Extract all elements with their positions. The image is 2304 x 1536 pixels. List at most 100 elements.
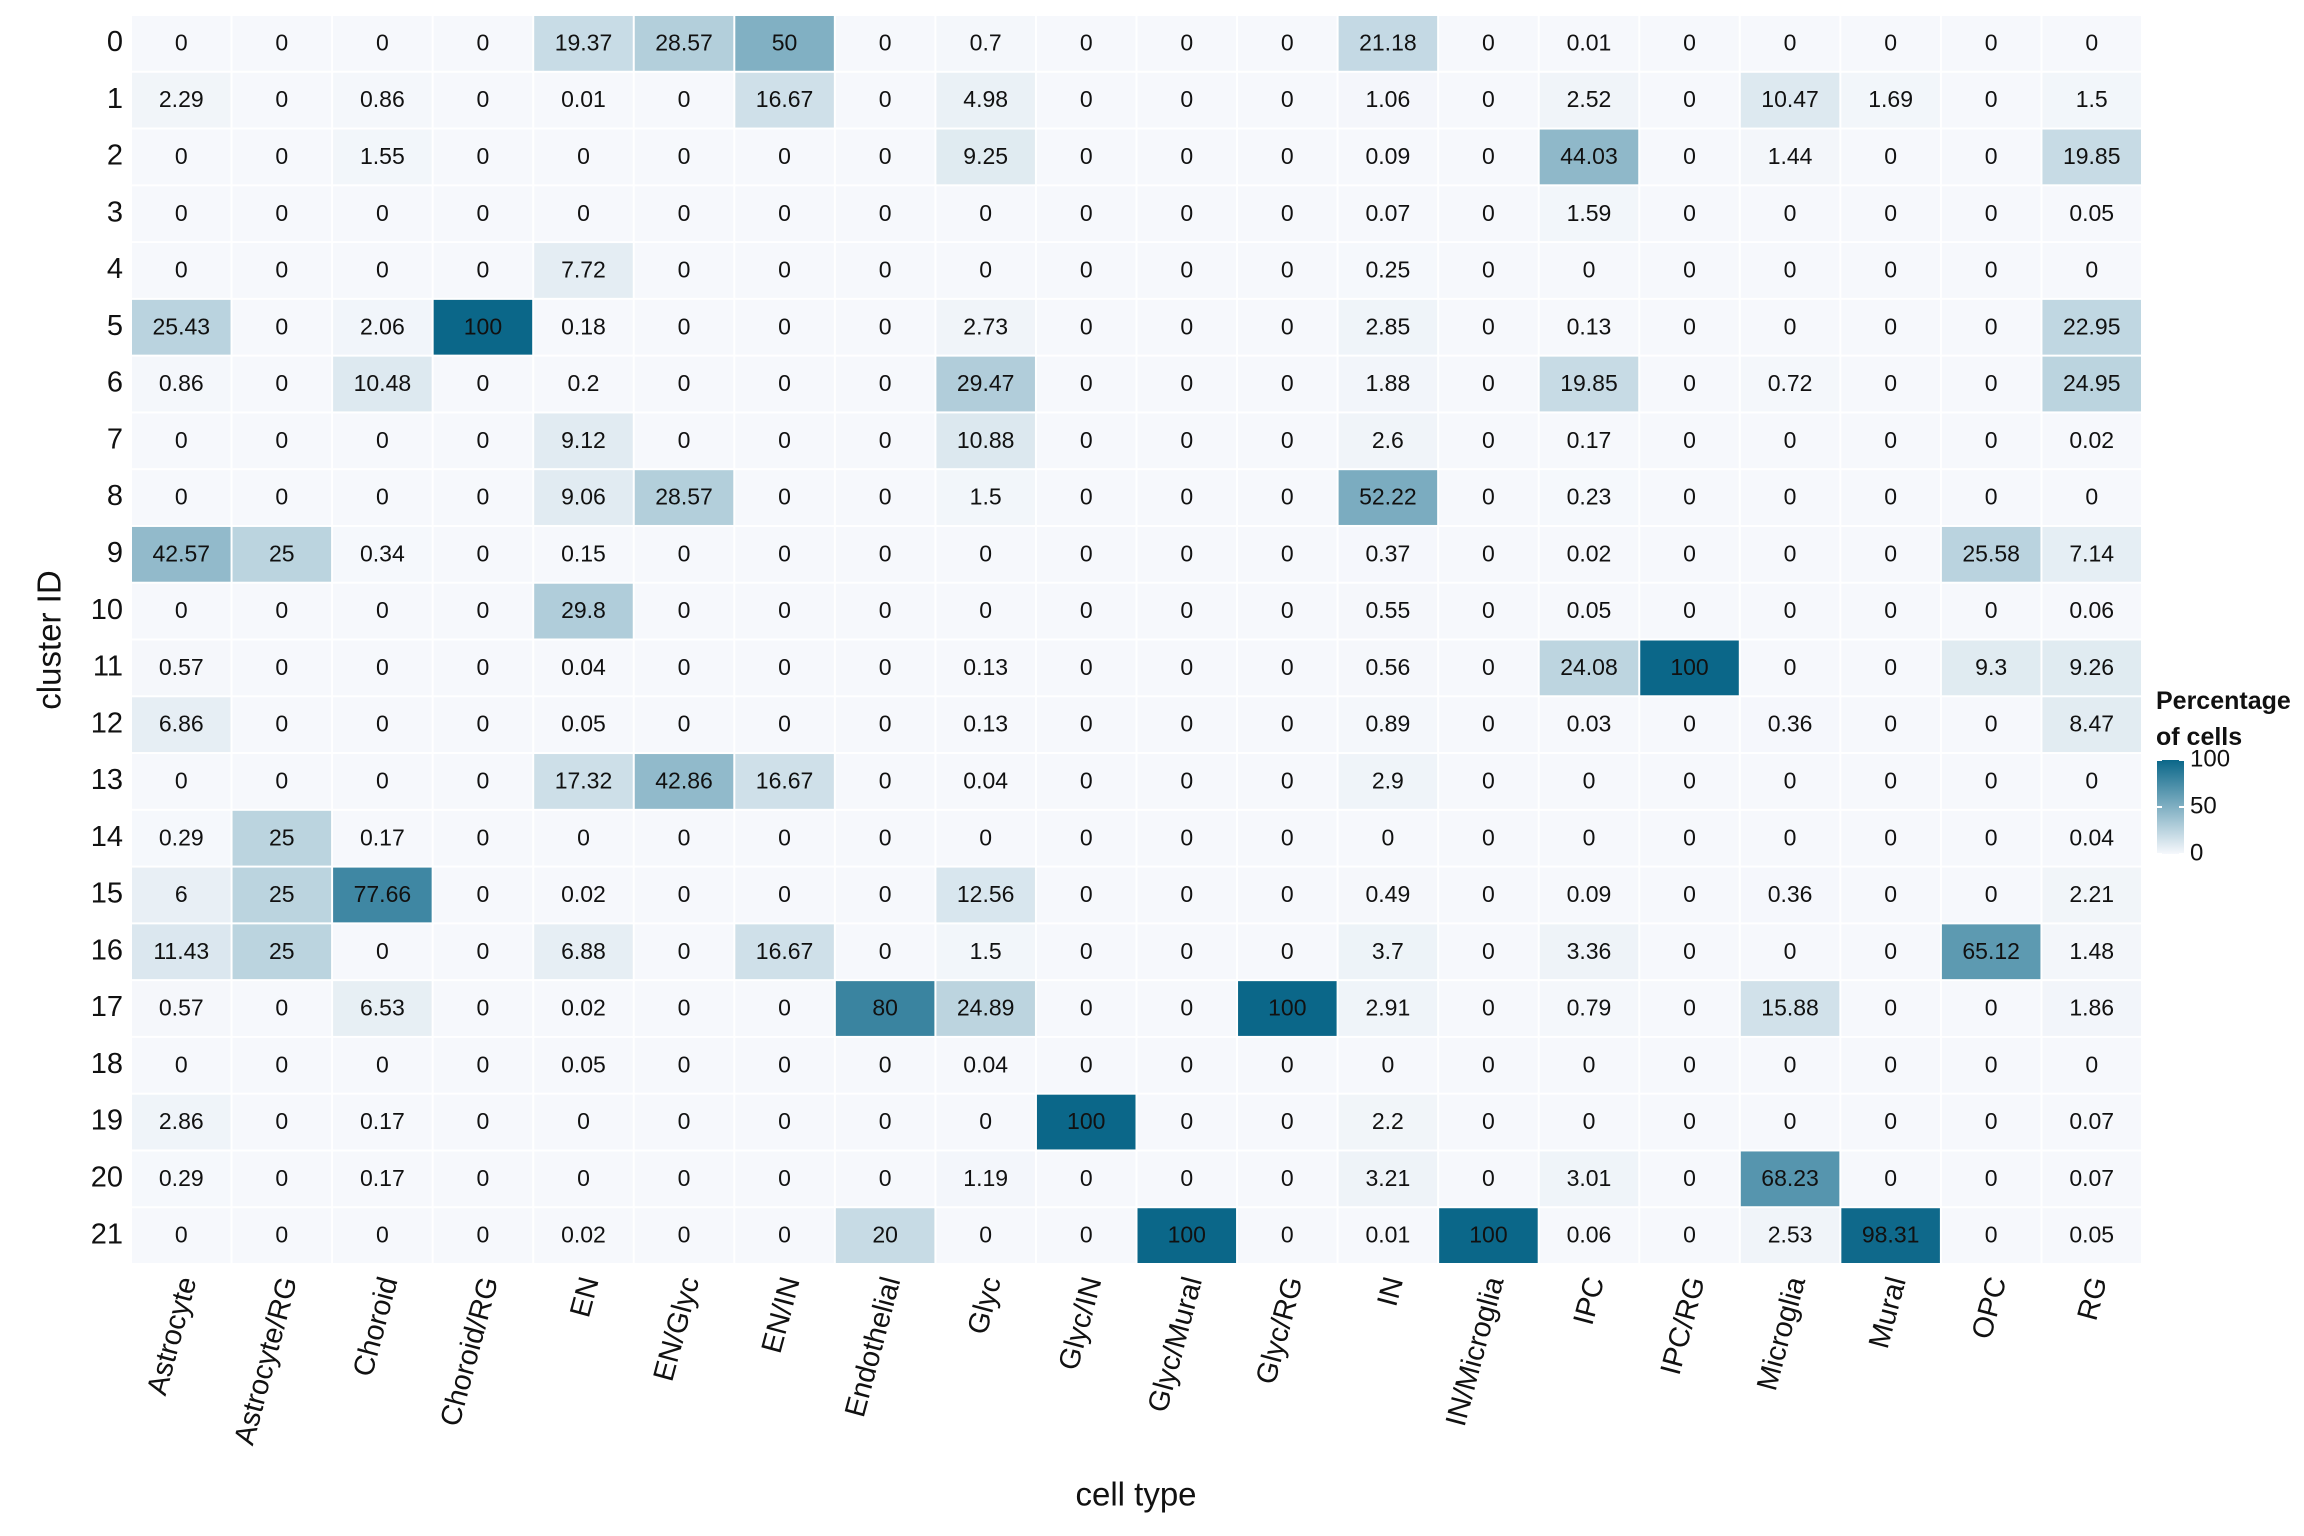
cell-label: 16.67	[756, 86, 814, 112]
cell-label: 0	[1985, 597, 1998, 623]
heatmap-cell	[2042, 413, 2141, 469]
heatmap-cell	[132, 299, 231, 355]
cell-label: 0	[1683, 995, 1696, 1021]
cell-label: 0	[879, 597, 892, 623]
cell-label: 0	[1482, 654, 1495, 680]
cell-label: 6	[175, 881, 188, 907]
cell-label: 0	[1080, 995, 1093, 1021]
heatmap-cell	[2042, 924, 2141, 980]
heatmap-cell	[1740, 1037, 1840, 1093]
heatmap-cell	[1338, 526, 1438, 582]
cell-label: 0	[979, 540, 992, 566]
cell-label: 16.67	[756, 938, 814, 964]
heatmap-cell	[534, 1094, 633, 1150]
heatmap-cell	[1036, 243, 1136, 298]
heatmap-cell	[1238, 356, 1337, 412]
heatmap-cell	[2042, 583, 2141, 639]
cell-label: 1.48	[2069, 938, 2114, 964]
cell-label: 2.53	[1768, 1222, 1813, 1248]
heatmap-cell	[433, 754, 533, 809]
cell-label: 25	[269, 938, 295, 964]
heatmap-cell	[534, 1151, 633, 1207]
cell-label: 0	[879, 1165, 892, 1191]
heatmap-cell	[1640, 1151, 1739, 1207]
cell-label: 0	[879, 484, 892, 510]
cell-label: 0	[1784, 768, 1797, 794]
cell-label: 0	[778, 711, 791, 737]
heatmap-cell	[1841, 924, 1940, 980]
heatmap-cell	[634, 526, 734, 582]
heatmap-cell	[534, 470, 633, 525]
heatmap-cell	[936, 243, 1035, 298]
cell-label: 0	[275, 143, 288, 169]
heatmap-cell	[1740, 1208, 1840, 1263]
heatmap-cell	[534, 186, 633, 242]
heatmap-cell	[634, 1208, 734, 1263]
cell-label: 0.2	[567, 370, 599, 396]
x-tick-label: EN/IN	[756, 1274, 807, 1357]
cell-label: 0	[1683, 768, 1696, 794]
heatmap-cell	[1036, 1037, 1136, 1093]
heatmap-cell	[1137, 1208, 1237, 1263]
cell-label: 8.47	[2069, 711, 2114, 737]
heatmap-cell	[1137, 356, 1237, 412]
heatmap-cell	[1941, 186, 2041, 242]
heatmap-cell	[2042, 299, 2141, 355]
cell-label: 0	[1180, 938, 1193, 964]
heatmap-cell	[433, 526, 533, 582]
heatmap-cell	[1740, 526, 1840, 582]
heatmap-cell	[1941, 583, 2041, 639]
heatmap-cell	[1941, 1208, 2041, 1263]
heatmap-cell	[634, 583, 734, 639]
heatmap-cell	[1941, 470, 2041, 525]
cell-label: 0	[275, 427, 288, 453]
cell-label: 0.57	[159, 654, 204, 680]
cell-label: 0.89	[1365, 711, 1410, 737]
heatmap-cell	[1539, 470, 1639, 525]
cell-label: 0	[376, 200, 389, 226]
cell-label: 0	[175, 143, 188, 169]
heatmap-cell	[1640, 924, 1739, 980]
heatmap-cell	[132, 72, 231, 128]
heatmap-cell	[1640, 981, 1739, 1036]
cell-label: 0	[1784, 427, 1797, 453]
heatmap-cell	[232, 470, 332, 525]
cell-label: 0	[577, 1108, 590, 1134]
cell-label: 11.43	[153, 938, 209, 964]
y-tick-label: 4	[107, 253, 123, 285]
heatmap-cell	[835, 640, 935, 696]
heatmap-cell	[232, 16, 332, 71]
cell-label: 0	[175, 597, 188, 623]
cell-label: 0	[778, 1222, 791, 1248]
cell-label: 2.6	[1372, 427, 1404, 453]
x-tick-label: IPC/RG	[1655, 1274, 1712, 1379]
heatmap-cell	[1137, 243, 1237, 298]
heatmap-cell	[835, 754, 935, 809]
heatmap-cell	[2042, 186, 2141, 242]
heatmap-cell	[534, 72, 633, 128]
heatmap-cell	[835, 526, 935, 582]
heatmap-cell	[1640, 1094, 1739, 1150]
y-tick-label: 17	[91, 991, 123, 1023]
heatmap-cell	[1640, 1037, 1739, 1093]
cell-label: 0.17	[360, 824, 405, 850]
cell-label: 0.29	[159, 1165, 204, 1191]
heatmap-cell	[1238, 1151, 1337, 1207]
heatmap-cell	[534, 16, 633, 71]
heatmap-cell	[132, 697, 231, 753]
heatmap-cell	[835, 72, 935, 128]
heatmap-cell	[1238, 810, 1337, 866]
cell-label: 0	[1482, 200, 1495, 226]
cell-label: 0.01	[561, 86, 606, 112]
heatmap-cell	[1740, 470, 1840, 525]
heatmap-cell	[1841, 640, 1940, 696]
cell-label: 2.73	[963, 313, 1008, 339]
heatmap-cell	[333, 356, 432, 412]
heatmap-cell	[433, 583, 533, 639]
cell-label: 0	[879, 881, 892, 907]
cell-label: 0	[879, 540, 892, 566]
heatmap-cell	[1338, 299, 1438, 355]
cell-label: 0.13	[963, 654, 1008, 680]
heatmap-cell	[1941, 640, 2041, 696]
